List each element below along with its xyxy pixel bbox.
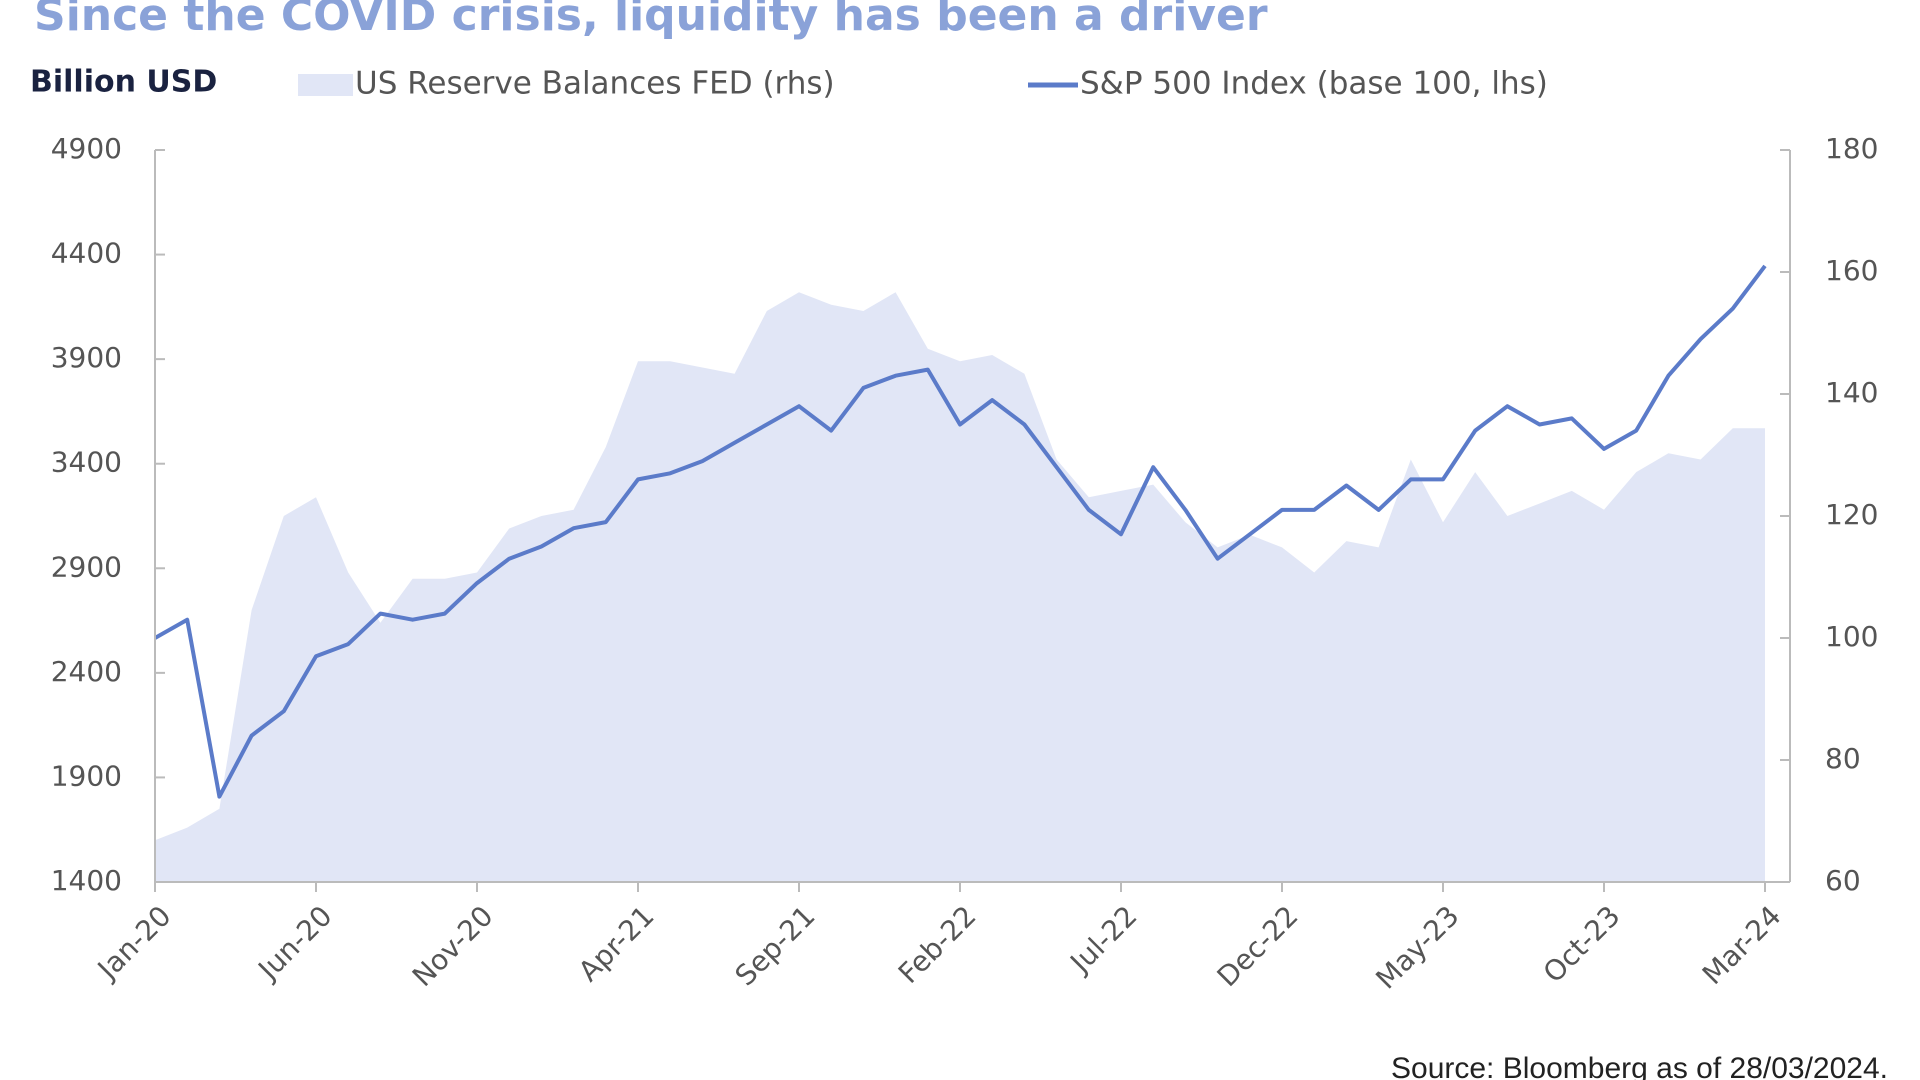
x-tick-label: Dec-22 (1211, 899, 1305, 993)
y-tick-label: 4900 (51, 132, 122, 165)
area (155, 292, 1765, 882)
legend-swatch (298, 74, 353, 96)
y2-tick-label: 100 (1825, 620, 1878, 653)
y-tick-label: 4400 (51, 237, 122, 270)
chart-title: Since the COVID crisis, liquidity has be… (34, 0, 1268, 41)
y-tick-label: 1400 (51, 864, 122, 897)
y-tick-label: 2400 (51, 655, 122, 688)
x-tick-label: Jul-22 (1063, 899, 1144, 980)
y-tick-label: 2900 (51, 550, 122, 583)
x-tick-label: Apr-21 (572, 899, 661, 988)
y-tick-label: 3900 (51, 341, 122, 374)
x-tick-label: Oct-23 (1537, 899, 1627, 989)
legend-label: S&P 500 Index (base 100, lhs) (1080, 66, 1548, 102)
y2-tick-label: 180 (1825, 132, 1878, 165)
y2-tick-label: 120 (1825, 498, 1878, 531)
y-tick-label: 1900 (51, 759, 122, 792)
x-tick-label: May-23 (1369, 899, 1465, 995)
y2-tick-label: 160 (1825, 254, 1878, 287)
y-tick-label: 3400 (51, 446, 122, 479)
legend-label: US Reserve Balances FED (rhs) (355, 66, 835, 102)
x-tick-label: Feb-22 (892, 899, 983, 990)
x-tick-label: Jun-20 (251, 899, 339, 987)
y2-tick-label: 140 (1825, 376, 1878, 409)
source: Source: Bloomberg as of 28/03/2024. (1391, 1052, 1888, 1080)
x-tick-label: Nov-20 (406, 899, 500, 993)
y-axis-label: Billion USD (30, 65, 217, 100)
x-tick-label: Mar-24 (1696, 899, 1788, 991)
line (154, 264, 1767, 799)
y2-tick-label: 80 (1825, 742, 1861, 775)
x-tick-label: Sep-21 (729, 899, 822, 992)
y2-tick-label: 60 (1825, 864, 1861, 897)
x-tick-label: Jan-20 (90, 899, 178, 987)
